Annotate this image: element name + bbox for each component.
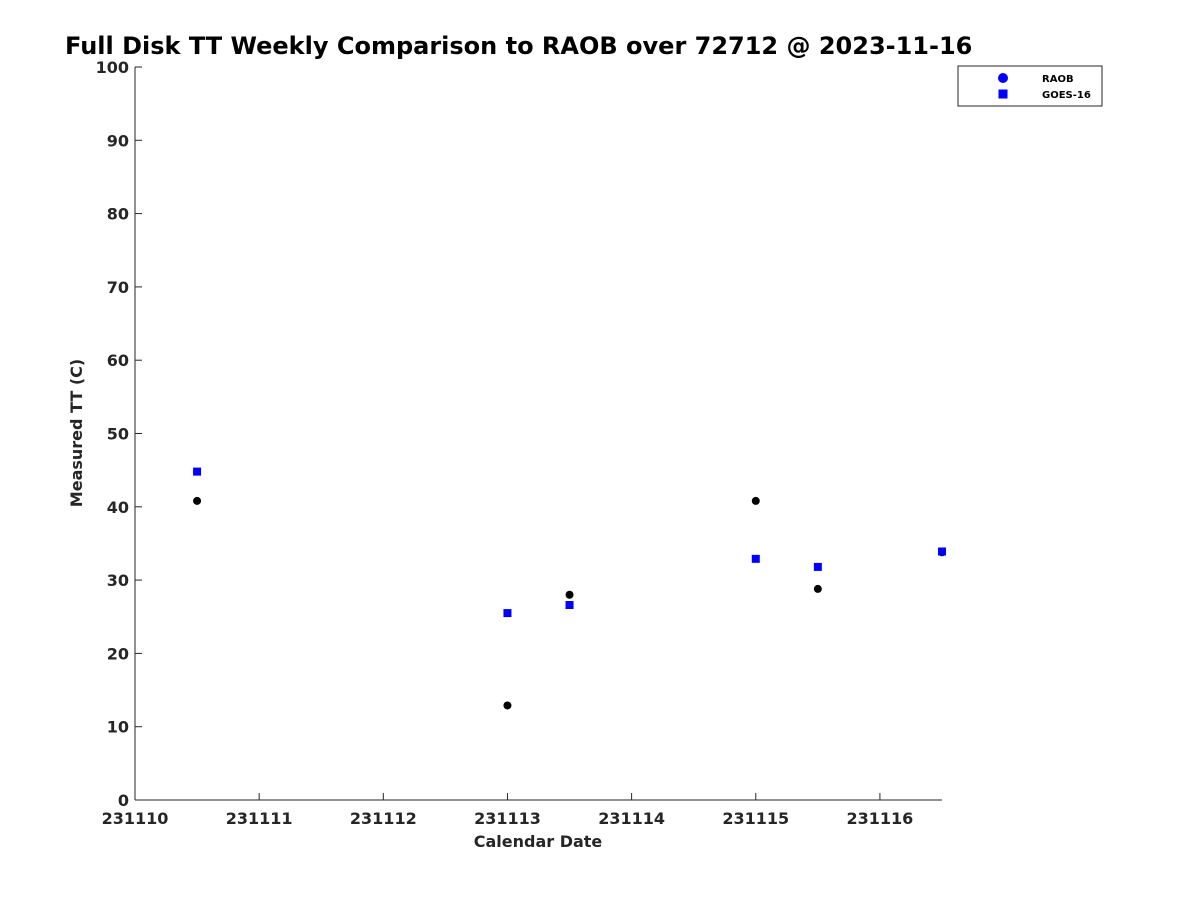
raob-point <box>751 496 760 505</box>
raob-point <box>503 701 512 710</box>
raob-point <box>565 590 574 599</box>
y-tick-label: 60 <box>107 351 129 370</box>
legend: RAOB GOES-16 <box>957 65 1103 107</box>
y-axis-label: Measured TT (C) <box>67 359 86 507</box>
legend-raob-marker <box>998 73 1008 83</box>
goes-16-point <box>751 554 760 563</box>
x-tick-label: 231116 <box>847 809 914 828</box>
x-tick-label: 231111 <box>226 809 293 828</box>
y-tick-label: 80 <box>107 205 129 224</box>
plot-axes <box>134 67 942 801</box>
chart-title: Full Disk TT Weekly Comparison to RAOB o… <box>65 32 972 60</box>
y-tick-label: 100 <box>96 58 129 77</box>
raob-point <box>193 496 202 505</box>
raob-point <box>813 584 822 593</box>
legend-box <box>957 65 1103 107</box>
y-tick-label: 30 <box>107 571 129 590</box>
y-tick-label: 90 <box>107 131 129 150</box>
y-tick-label: 20 <box>107 644 129 663</box>
legend-goes-marker <box>998 89 1008 99</box>
legend-goes-label: GOES-16 <box>1042 90 1091 101</box>
y-tick-label: 10 <box>107 718 129 737</box>
y-ticks: 0 10 20 30 40 50 60 70 80 90 100 <box>96 58 142 810</box>
x-tick-label: 231110 <box>102 809 169 828</box>
y-tick-label: 70 <box>107 278 129 297</box>
x-ticks: 231110 231111 231112 231113 231114 231115 2311… <box>102 793 914 828</box>
y-tick-label: 50 <box>107 425 129 444</box>
y-tick-label: 40 <box>107 498 129 517</box>
goes-16-point <box>938 547 946 556</box>
x-tick-label: 231112 <box>350 809 417 828</box>
legend-raob-label: RAOB <box>1042 74 1074 85</box>
goes-16-point <box>813 562 822 571</box>
goes-16-point <box>503 609 512 618</box>
data-points <box>193 467 946 710</box>
x-tick-label: 231114 <box>598 809 665 828</box>
x-axis-label: Calendar Date <box>474 832 603 851</box>
goes-16-point <box>565 601 574 610</box>
goes-16-point <box>193 467 202 476</box>
x-tick-label: 231113 <box>474 809 541 828</box>
y-tick-label: 0 <box>118 791 129 810</box>
x-tick-label: 231115 <box>722 809 789 828</box>
